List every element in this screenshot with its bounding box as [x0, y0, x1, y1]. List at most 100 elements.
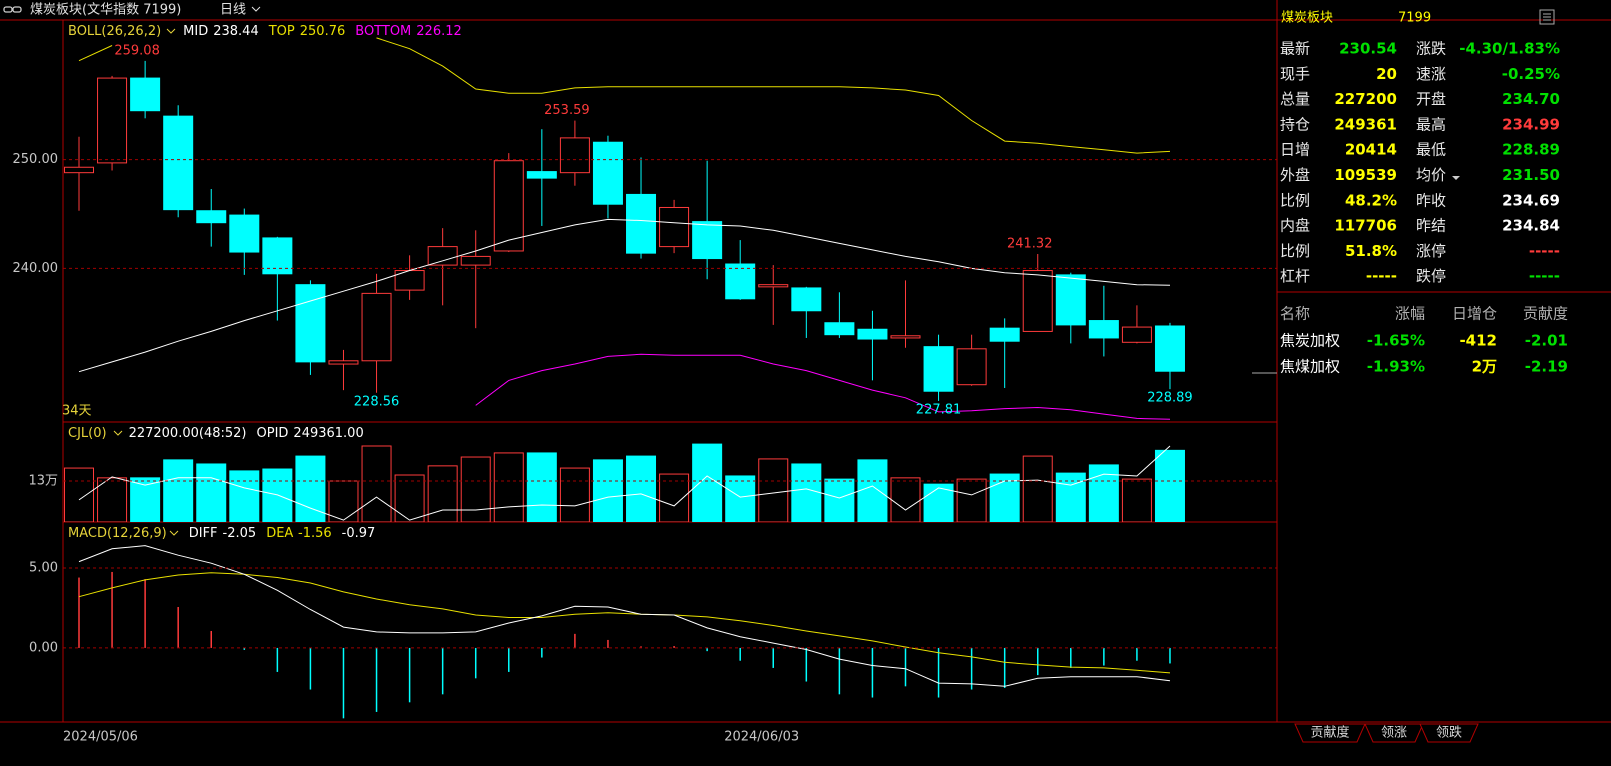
quote-value: 117706 — [1334, 217, 1397, 235]
legend-item: DIFF — [189, 526, 218, 541]
period-selector[interactable]: 日线 — [220, 3, 246, 18]
candle-body — [725, 263, 756, 300]
tab-label[interactable]: 领跌 — [1436, 725, 1462, 741]
candle-body — [791, 287, 822, 312]
candle-body — [361, 292, 392, 362]
table-header: 日增仓 — [1452, 305, 1497, 323]
quote-label: 速涨 — [1416, 65, 1446, 83]
volume-bar — [1088, 464, 1119, 522]
tab[interactable]: 领跌 — [1419, 723, 1479, 743]
tab-shape — [1364, 723, 1424, 743]
y-tick-label: 0.00 — [29, 640, 58, 655]
low-label: 228.89 — [1147, 391, 1193, 406]
candle-body — [1022, 270, 1053, 332]
candle-body — [758, 284, 789, 288]
tab-label[interactable]: 贡献度 — [1310, 725, 1349, 741]
quote-value: 20414 — [1345, 141, 1397, 159]
candle-body — [64, 166, 94, 174]
quote-label: 比例 — [1280, 242, 1310, 260]
candle-body — [1088, 320, 1119, 339]
table-cell: 焦炭加权 — [1280, 332, 1340, 350]
legend: MACD(12,26,9) DIFF -2.05 DEA -1.56 -0.97 — [68, 526, 375, 541]
candle-body — [989, 327, 1020, 342]
volume-bar — [196, 463, 227, 522]
settings-icon[interactable] — [1539, 9, 1555, 25]
quote-value: ----- — [1529, 242, 1560, 260]
high-label: 253.59 — [544, 103, 590, 118]
candle-body — [196, 210, 227, 224]
y-tick-label: 5.00 — [29, 560, 58, 575]
boll-bottom-line — [475, 353, 1171, 420]
volume-bar — [824, 478, 855, 522]
volume-bar — [493, 452, 524, 522]
quote-value: 20 — [1376, 65, 1397, 83]
tab[interactable]: 领涨 — [1364, 723, 1424, 743]
legend-item: 249361.00 — [293, 426, 363, 441]
candle-body — [923, 346, 954, 392]
volume-bar — [526, 452, 557, 522]
legend-item: OPID — [257, 426, 289, 441]
volume-bar — [460, 456, 491, 522]
quote-value: -4.30/1.83% — [1459, 40, 1560, 58]
table-cell: -1.93% — [1367, 358, 1425, 376]
boll-top-line — [78, 37, 1171, 154]
candle-body — [1055, 274, 1086, 326]
volume-bar — [64, 467, 94, 522]
y-tick-label: 250.00 — [13, 152, 59, 167]
y-tick-label: 240.00 — [13, 261, 59, 276]
legend-item: TOP — [268, 24, 295, 39]
table-cell: 2万 — [1472, 358, 1497, 376]
legend-dropdown — [113, 430, 123, 436]
legend-item: 227200.00(48:52) — [129, 426, 247, 441]
quote-label: 外盘 — [1280, 166, 1310, 184]
candle-body — [130, 77, 161, 112]
quote-label: 最新 — [1280, 40, 1310, 58]
volume-bar — [857, 459, 888, 522]
quote-value: 227200 — [1334, 90, 1397, 108]
legend-item: 250.76 — [300, 24, 346, 39]
high-label: 259.08 — [114, 43, 160, 58]
quote-label: 最低 — [1416, 141, 1446, 159]
quote-value: 234.99 — [1502, 115, 1560, 133]
link-icon — [3, 6, 22, 13]
candle-body — [427, 246, 458, 266]
volume-bar — [130, 477, 161, 522]
candle-body — [890, 335, 921, 339]
quote-value: ----- — [1366, 267, 1397, 285]
candle-body — [97, 77, 128, 164]
candle-body — [460, 255, 491, 266]
candle-body — [163, 115, 194, 211]
quote-value: 234.70 — [1502, 90, 1560, 108]
content: 240.00 250.00 13万 0.00 5.00 2024/05/06 2024/06… — [13, 11, 1569, 745]
tab-label[interactable]: 领涨 — [1381, 726, 1407, 741]
tab-shape — [1419, 723, 1479, 743]
legend-item: DEA — [266, 526, 293, 541]
volume-bar — [1121, 478, 1152, 522]
quote-value: 231.50 — [1502, 166, 1560, 184]
quote-label: 最高 — [1416, 115, 1446, 133]
candle-body — [824, 322, 855, 336]
quote-label: 日增 — [1280, 141, 1310, 159]
volume-bar — [1055, 472, 1086, 522]
volume-bar — [97, 477, 128, 522]
quote-value: 230.54 — [1339, 40, 1397, 58]
table-header: 名称 — [1280, 305, 1310, 323]
candle-body — [262, 237, 293, 275]
dropdown-arrow — [251, 6, 261, 12]
table-cell: -2.19 — [1525, 358, 1568, 376]
low-label: 228.56 — [354, 394, 400, 409]
legend-item: CJL(0) — [68, 426, 107, 441]
quote-name: 煤炭板块 — [1281, 11, 1333, 26]
quote-label: 跌停 — [1416, 267, 1446, 285]
table-header: 贡献度 — [1523, 305, 1568, 323]
table-header: 涨幅 — [1395, 305, 1425, 323]
legend-item: BOLL(26,26,2) — [68, 24, 161, 39]
quote-value: 51.8% — [1345, 242, 1397, 260]
legend-item: 226.12 — [416, 24, 462, 39]
days-label: 34天 — [62, 404, 92, 419]
tab[interactable]: 贡献度 — [1294, 723, 1366, 743]
tab-shape — [1294, 723, 1366, 743]
price-panel — [64, 37, 1185, 420]
